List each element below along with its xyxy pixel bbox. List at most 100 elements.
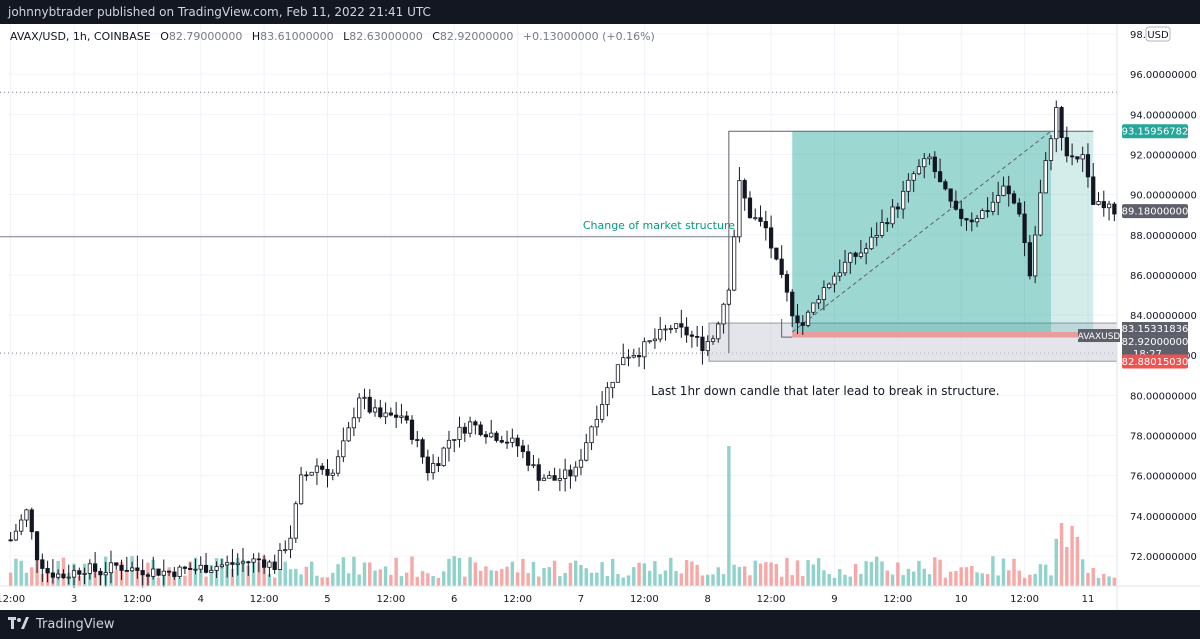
candle-body bbox=[1038, 192, 1043, 236]
currency-badge[interactable]: USD bbox=[1145, 26, 1171, 42]
y-tick-label: 88.00000000 bbox=[1130, 231, 1197, 242]
candle-body bbox=[531, 464, 536, 467]
y-tick-label: 98.0 bbox=[1130, 30, 1152, 41]
candle-body bbox=[911, 173, 916, 181]
candle-body bbox=[283, 549, 288, 552]
volume-bar bbox=[415, 576, 419, 586]
candle-body bbox=[737, 180, 742, 238]
candle-body bbox=[341, 440, 346, 458]
volume-bar bbox=[1102, 573, 1106, 586]
legend-row: AVAX/USD, 1h, COINBASE O82.79000000 H83.… bbox=[10, 30, 655, 43]
volume-bar bbox=[383, 566, 388, 586]
volume-bar bbox=[848, 576, 853, 586]
candle-body bbox=[864, 248, 869, 254]
volume-bar bbox=[1065, 546, 1069, 586]
candle-body bbox=[251, 558, 256, 563]
volume-bar bbox=[716, 567, 721, 586]
candle-body bbox=[626, 356, 631, 359]
volume-bar bbox=[1007, 570, 1011, 586]
volume-bar bbox=[315, 575, 319, 586]
candle-body bbox=[1085, 154, 1091, 178]
volume-bar bbox=[1049, 575, 1053, 586]
candle-body bbox=[568, 469, 573, 477]
x-tick-label: 8 bbox=[705, 594, 711, 605]
volume-bar bbox=[610, 558, 615, 586]
candle-body bbox=[631, 355, 636, 358]
candle-body bbox=[309, 471, 314, 476]
candle-body bbox=[990, 201, 996, 212]
candle-body bbox=[684, 326, 689, 336]
volume-bar bbox=[1043, 564, 1048, 586]
candle-body bbox=[335, 456, 341, 474]
stop-price-tag: 82.88015030 bbox=[1122, 354, 1189, 369]
volume-bar bbox=[684, 560, 689, 586]
volume-bar bbox=[954, 571, 958, 586]
candle-body bbox=[573, 466, 578, 477]
candle-body bbox=[135, 567, 140, 571]
volume-bar bbox=[991, 556, 995, 586]
volume-bar bbox=[906, 568, 911, 586]
time-axis[interactable]: 12:00 3 12:00 4 12:00 5 12:00 6 12:00 7 12:00 8 12:0… bbox=[0, 585, 1200, 605]
candle-body bbox=[71, 570, 77, 578]
candle-body bbox=[240, 561, 246, 564]
candle-body bbox=[615, 364, 621, 383]
volume-bar bbox=[801, 575, 805, 586]
candle-body bbox=[219, 564, 224, 568]
legend-symbol: AVAX/USD, 1h, COINBASE bbox=[10, 30, 151, 43]
candle-body bbox=[1022, 213, 1027, 244]
candle-body bbox=[1064, 137, 1069, 157]
volume-bar bbox=[1001, 558, 1006, 586]
candle-body bbox=[166, 570, 172, 573]
volume-bar bbox=[288, 569, 293, 586]
candle-body bbox=[325, 468, 330, 476]
volume-bar bbox=[515, 572, 520, 586]
candle-body bbox=[605, 387, 610, 405]
volume-bar bbox=[526, 573, 530, 586]
x-tick-label: 6 bbox=[451, 594, 457, 605]
legend-change: +0.13000000 (+0.16%) bbox=[523, 30, 655, 43]
candle-body bbox=[415, 439, 420, 441]
volume-bar bbox=[389, 574, 393, 586]
stop-price: 82.88015030 bbox=[1122, 357, 1189, 368]
volume-bar bbox=[1112, 577, 1117, 586]
volume-bar bbox=[827, 574, 831, 586]
volume-bar bbox=[795, 560, 800, 586]
volume-bar bbox=[341, 557, 346, 586]
candle-body bbox=[409, 419, 415, 440]
legend-high: 83.61000000 bbox=[260, 30, 333, 43]
volume-bar bbox=[547, 567, 552, 586]
price-axis[interactable]: 72.00000000 74.00000000 76.00000000 78.0000… bbox=[1116, 24, 1197, 610]
candle-body bbox=[1069, 155, 1075, 158]
candle-body bbox=[1080, 154, 1085, 160]
volume-bar bbox=[653, 561, 657, 586]
x-tick-label: 4 bbox=[198, 594, 204, 605]
candle-body bbox=[732, 236, 737, 291]
candlestick-chart[interactable]: AVAX/USD, 1h, COINBASE O82.79000000 H83.… bbox=[0, 24, 1200, 610]
candle-body bbox=[489, 432, 494, 438]
candle-body bbox=[288, 537, 293, 551]
candle-body bbox=[647, 340, 652, 343]
volume-bar bbox=[267, 574, 272, 586]
legend-open: 82.79000000 bbox=[169, 30, 242, 43]
candle-body bbox=[985, 210, 990, 212]
volume-bar bbox=[626, 575, 631, 586]
candle-body bbox=[953, 200, 959, 210]
y-tick-label: 74.00000000 bbox=[1130, 512, 1197, 523]
candle-body bbox=[927, 156, 932, 160]
volume-bar bbox=[943, 577, 948, 586]
candle-body bbox=[161, 570, 166, 576]
candle-body bbox=[1043, 160, 1048, 194]
candle-body bbox=[504, 441, 510, 444]
candle-body bbox=[668, 328, 673, 330]
volume-bar bbox=[896, 562, 900, 586]
volume-bar bbox=[748, 575, 752, 586]
footer-bar: TradingView bbox=[0, 610, 1200, 639]
y-tick-label: 78.00000000 bbox=[1130, 431, 1197, 442]
volume-bar bbox=[473, 562, 478, 586]
volume-bar bbox=[605, 575, 610, 586]
volume-bar bbox=[785, 557, 789, 586]
volume-bar bbox=[204, 576, 208, 586]
volume-bar bbox=[948, 571, 953, 586]
candle-body bbox=[29, 509, 34, 533]
candle-body bbox=[34, 531, 40, 561]
